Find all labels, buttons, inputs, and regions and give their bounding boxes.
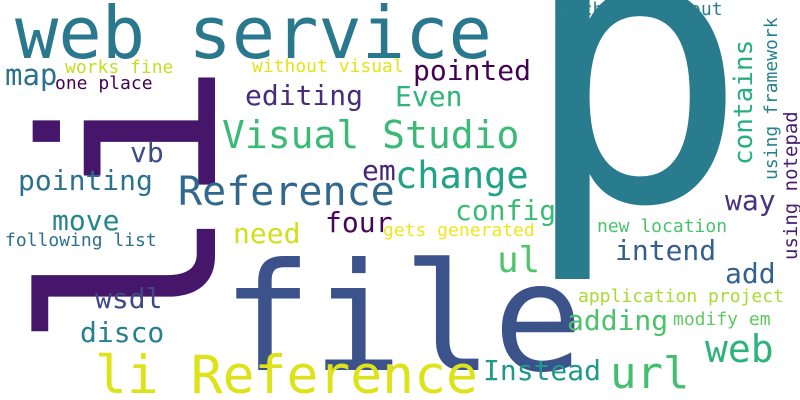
word: need [233, 217, 300, 250]
word: config [455, 194, 556, 227]
word: pointing [18, 164, 153, 197]
word: way [725, 184, 776, 217]
word: url [610, 348, 689, 399]
word: editing [245, 79, 363, 112]
word: move [52, 204, 119, 237]
word: ul [497, 240, 540, 281]
word: change [395, 154, 529, 197]
word: li [0, 61, 272, 350]
word: Reference [178, 169, 395, 215]
word: application project [578, 286, 784, 307]
word: Even [395, 80, 462, 113]
word: using framework [761, 17, 782, 180]
word: without visual [252, 56, 404, 77]
word: intend [615, 234, 716, 267]
word: web service [15, 0, 492, 75]
word: vb [130, 136, 164, 169]
word: adding [567, 304, 668, 337]
word: web [705, 327, 774, 371]
word: pointed [413, 54, 531, 87]
word: following list [5, 230, 157, 251]
word: contains [729, 40, 759, 165]
word: gets generated [383, 220, 535, 241]
word: disco [80, 316, 164, 349]
word: li Reference [95, 345, 478, 400]
word: Instead [483, 354, 601, 387]
word: map [5, 58, 57, 92]
word: one place [55, 73, 153, 94]
word: add [725, 257, 776, 290]
word: file [222, 232, 583, 400]
word: em [362, 154, 396, 187]
word: Visual Studio [222, 113, 519, 157]
word: p [520, 0, 749, 290]
word: wsdl [95, 282, 162, 315]
word: four [325, 206, 392, 239]
word: using notepad [780, 111, 800, 260]
word: works fine [65, 57, 173, 78]
word: machine without [560, 0, 723, 20]
word: modify em [673, 309, 771, 330]
word: new location [597, 216, 727, 237]
